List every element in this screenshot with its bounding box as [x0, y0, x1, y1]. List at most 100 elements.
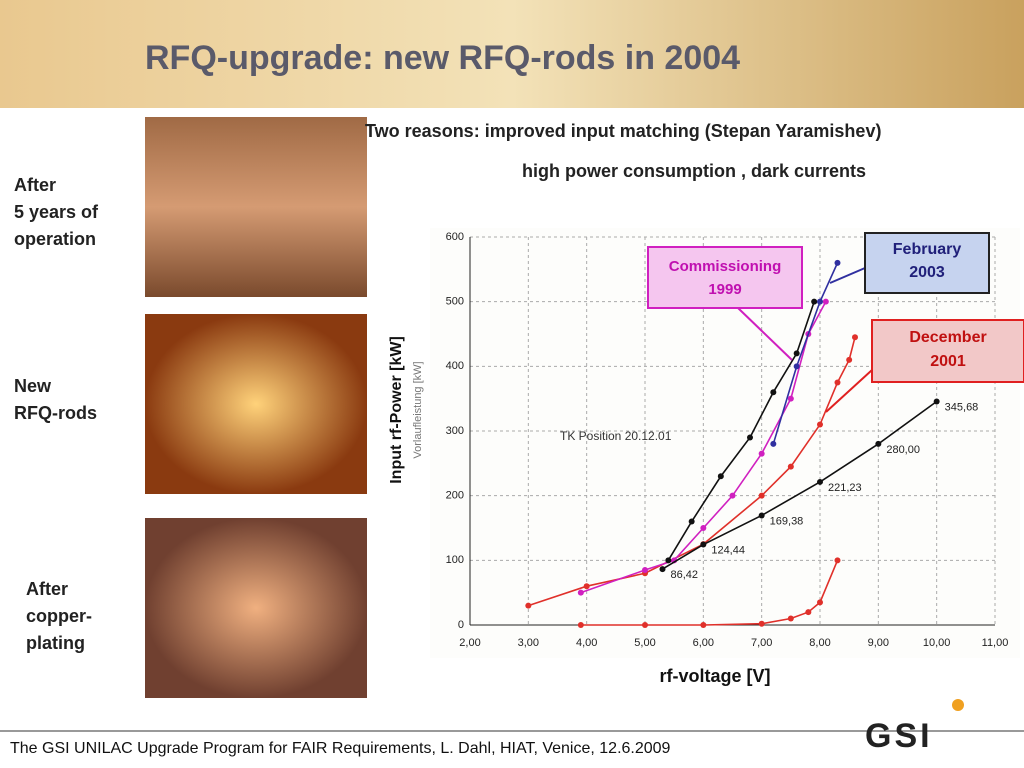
point	[700, 525, 707, 531]
callout-box	[864, 232, 990, 294]
point	[758, 512, 765, 519]
point	[822, 298, 829, 305]
point	[642, 622, 648, 628]
caption: plating	[26, 633, 85, 653]
photo-new-rods	[145, 314, 367, 494]
point	[787, 463, 794, 470]
logo-dot	[952, 699, 964, 711]
point	[846, 356, 853, 363]
x-tick-label: 3,00	[518, 637, 539, 649]
photo-plated	[145, 518, 367, 698]
point	[717, 473, 724, 480]
callout-arrow	[737, 307, 793, 361]
point	[834, 557, 841, 564]
point	[577, 589, 584, 596]
x-tick-label: 11,00	[982, 637, 1009, 649]
point	[817, 298, 823, 305]
x-tick-label: 6,00	[693, 637, 714, 649]
y-axis-label-original: Vorlaufleistung [kW]	[412, 361, 424, 458]
y-axis-label: Input rf-Power [kW]	[388, 336, 405, 484]
point	[729, 492, 736, 499]
callout-text: February	[893, 241, 962, 258]
value-label: 124,44	[711, 544, 745, 556]
point	[700, 622, 707, 628]
point	[770, 440, 777, 447]
value-label: 221,23	[828, 482, 862, 494]
point	[642, 567, 648, 574]
point	[787, 615, 794, 622]
y-tick-label: 500	[446, 296, 464, 308]
callout-text: December	[909, 329, 986, 346]
point	[787, 395, 794, 402]
reason: Two reasons: improved input matching (St…	[365, 121, 881, 141]
x-tick-label: 4,00	[576, 637, 597, 649]
value-label: 86,42	[671, 569, 699, 581]
point	[817, 421, 823, 428]
y-tick-label: 400	[446, 360, 464, 372]
point	[747, 434, 753, 441]
y-tick-label: 300	[446, 425, 464, 437]
point	[770, 389, 777, 396]
value-label: 345,68	[945, 401, 979, 413]
callout-box	[647, 246, 803, 309]
point	[583, 583, 590, 590]
caption: New	[14, 376, 52, 396]
point	[852, 334, 858, 341]
callout-text: 1999	[708, 281, 741, 298]
point	[834, 259, 841, 266]
callouts: Commissioning 1999 February 2003 Decembe…	[647, 232, 1024, 413]
point	[577, 622, 584, 628]
caption: 5 years of	[14, 202, 99, 222]
callout-arrow	[825, 369, 873, 413]
series-line	[772, 262, 839, 445]
callout-text: Commissioning	[669, 258, 782, 275]
caption: copper-	[26, 606, 92, 626]
caption: RFQ-rods	[14, 403, 97, 423]
x-tick-label: 2,00	[459, 637, 480, 649]
point	[758, 492, 765, 499]
banner	[0, 0, 1024, 108]
y-tick-label: 100	[446, 554, 464, 566]
y-tick-label: 200	[446, 490, 464, 502]
x-tick-label: 5,00	[634, 637, 655, 649]
point	[834, 379, 841, 386]
value-label: 280,00	[886, 444, 920, 456]
photo-old-rods	[145, 117, 367, 297]
point	[758, 450, 765, 457]
point	[665, 557, 672, 564]
point	[811, 298, 818, 305]
annotation: TK Position 20.12.01	[560, 429, 672, 443]
point	[875, 440, 882, 447]
callout-text: 2003	[909, 264, 945, 281]
point	[793, 363, 800, 370]
caption: After	[26, 579, 68, 599]
value-label: 169,38	[770, 515, 804, 527]
callout-text: 2001	[930, 353, 966, 370]
callout-box	[871, 319, 1024, 383]
point	[758, 620, 765, 627]
point	[817, 478, 823, 485]
y-tick-label: 0	[458, 619, 464, 631]
point	[688, 518, 695, 525]
y-tick-label: 600	[446, 231, 464, 243]
x-tick-label: 10,00	[923, 637, 951, 649]
x-axis-label: rf-voltage [V]	[659, 666, 770, 686]
point	[817, 599, 823, 606]
caption: After	[14, 175, 56, 195]
callout-arrow	[829, 267, 866, 284]
series-line	[662, 400, 938, 570]
point	[525, 602, 532, 609]
logo: GSI	[865, 717, 933, 755]
x-tick-label: 7,00	[751, 637, 772, 649]
reason: high power consumption , dark currents	[522, 161, 866, 181]
point	[700, 541, 707, 548]
point	[933, 398, 940, 405]
point	[659, 566, 666, 573]
footer-text: The GSI UNILAC Upgrade Program for FAIR …	[10, 740, 671, 757]
point	[793, 350, 800, 357]
point	[805, 609, 812, 616]
caption: operation	[14, 229, 96, 249]
title: RFQ-upgrade: new RFQ-rods in 2004	[145, 39, 740, 77]
x-tick-label: 9,00	[868, 637, 889, 649]
